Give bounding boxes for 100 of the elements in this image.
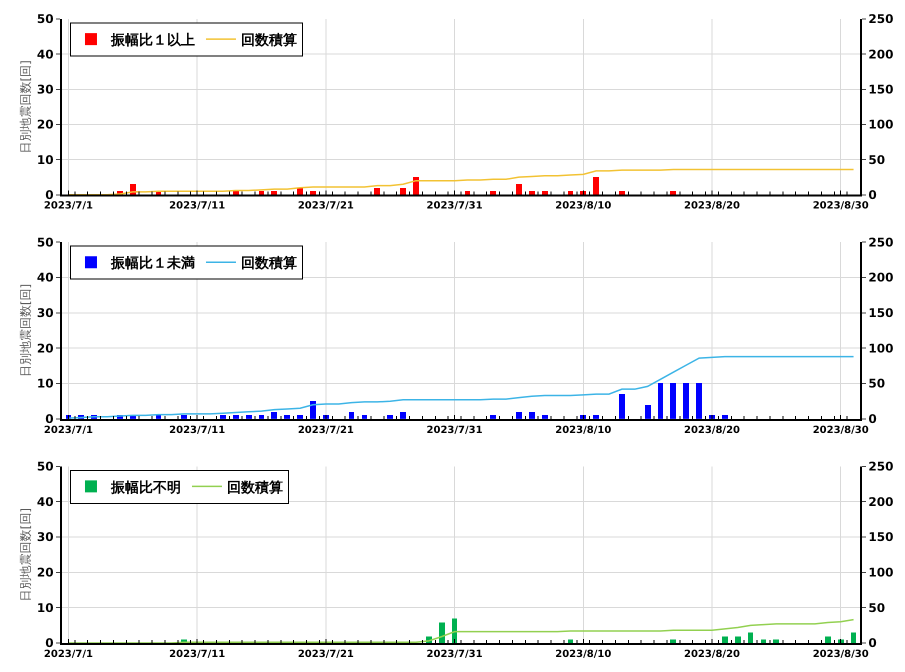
y-tick-label: 40: [36, 270, 54, 285]
bar: [773, 639, 779, 643]
y2-tick-label: 200: [868, 270, 894, 285]
bar: [439, 622, 445, 643]
x-tick-label: 2023/7/1: [44, 649, 94, 660]
bar: [220, 415, 226, 419]
y-tick-label: 40: [36, 494, 54, 509]
bar: [400, 188, 406, 195]
bar: [516, 412, 522, 419]
y-tick-label: 20: [36, 341, 54, 356]
bar: [593, 415, 599, 419]
y-tick-label: 30: [36, 82, 54, 96]
y2-tick-label: 0: [868, 412, 877, 426]
bar: [722, 636, 728, 643]
bar: [349, 412, 354, 419]
bar: [529, 412, 535, 419]
bar: [735, 636, 741, 643]
y-tick-label: 40: [36, 47, 54, 62]
x-tick-label: 2023/7/1: [44, 424, 94, 436]
bar: [619, 191, 625, 195]
bar: [310, 401, 316, 419]
x-tick-label: 2023/7/21: [298, 424, 354, 436]
x-tick-label: 2023/8/30: [812, 424, 869, 436]
y2-tick-label: 50: [868, 600, 886, 615]
bar: [696, 383, 702, 419]
x-tick-label: 2023/7/1: [44, 200, 94, 212]
bar: [246, 415, 252, 419]
y-tick-label: 50: [36, 12, 54, 26]
bar: [233, 415, 239, 419]
y-tick-label: 50: [36, 459, 54, 474]
x-tick-label: 2023/8/10: [555, 424, 612, 436]
bar: [645, 405, 651, 419]
bar: [825, 636, 831, 643]
y-tick-label: 10: [36, 376, 54, 391]
x-tick-label: 2023/8/10: [555, 649, 612, 660]
y2-tick-label: 150: [868, 530, 894, 544]
legend-label: 振幅比不明: [110, 480, 181, 496]
x-tick-label: 2023/8/20: [684, 200, 740, 212]
legend-label: 振幅比１未満: [110, 256, 195, 272]
legend-label: 回数積算: [226, 480, 283, 496]
bar: [490, 191, 496, 195]
x-tick-label: 2023/7/21: [298, 200, 354, 212]
x-tick-label: 2023/7/31: [426, 200, 483, 212]
y2-tick-label: 250: [868, 459, 894, 474]
bar: [542, 191, 548, 195]
bar: [658, 383, 663, 419]
bar: [748, 632, 753, 643]
bar: [374, 188, 380, 195]
x-tick-label: 2023/7/11: [169, 424, 226, 436]
y-tick-label: 20: [36, 566, 54, 580]
x-tick-label: 2023/7/11: [169, 649, 226, 660]
bar: [413, 177, 419, 195]
y2-tick-label: 0: [868, 636, 877, 650]
bar: [259, 191, 264, 195]
y-tick-label: 50: [36, 235, 54, 250]
bar: [271, 412, 277, 419]
bar: [297, 415, 303, 419]
bar: [851, 632, 856, 643]
y-axis-title: 日別地震回数[回]: [18, 284, 33, 378]
bar: [761, 639, 766, 643]
bar: [516, 184, 522, 195]
bar: [670, 191, 676, 195]
y2-tick-label: 100: [868, 341, 894, 356]
y2-tick-label: 0: [868, 188, 877, 202]
bar: [271, 191, 277, 195]
y2-tick-label: 250: [868, 12, 894, 26]
bar: [683, 383, 689, 419]
bar: [259, 415, 264, 419]
bar: [465, 191, 470, 195]
y2-tick-label: 100: [868, 566, 894, 580]
bar: [310, 191, 316, 195]
bar: [529, 191, 535, 195]
y-tick-label: 10: [36, 600, 54, 615]
bar: [400, 412, 406, 419]
y-tick-label: 20: [36, 118, 54, 132]
bar: [670, 383, 676, 419]
bar: [670, 639, 676, 643]
y-tick-label: 0: [45, 412, 54, 426]
y2-tick-label: 50: [868, 152, 886, 167]
line-series: [68, 168, 854, 195]
bar: [362, 415, 367, 419]
x-tick-label: 2023/8/20: [684, 649, 740, 660]
y2-tick-label: 150: [868, 306, 894, 320]
y2-tick-label: 200: [868, 494, 894, 509]
y2-tick-label: 50: [868, 376, 886, 391]
y-tick-label: 30: [36, 306, 54, 320]
x-tick-label: 2023/7/11: [169, 200, 226, 212]
bar: [568, 191, 573, 195]
y2-tick-label: 150: [868, 82, 894, 96]
y-tick-label: 10: [36, 152, 54, 167]
legend-label: 回数積算: [240, 256, 297, 272]
bar: [619, 394, 625, 419]
x-tick-label: 2023/7/31: [426, 424, 483, 436]
y-tick-label: 30: [36, 530, 54, 544]
legend-label: 回数積算: [240, 32, 297, 49]
bar: [542, 415, 548, 419]
bar: [568, 639, 573, 643]
bar: [181, 415, 187, 419]
bar: [593, 177, 599, 195]
y-tick-label: 0: [45, 636, 54, 650]
